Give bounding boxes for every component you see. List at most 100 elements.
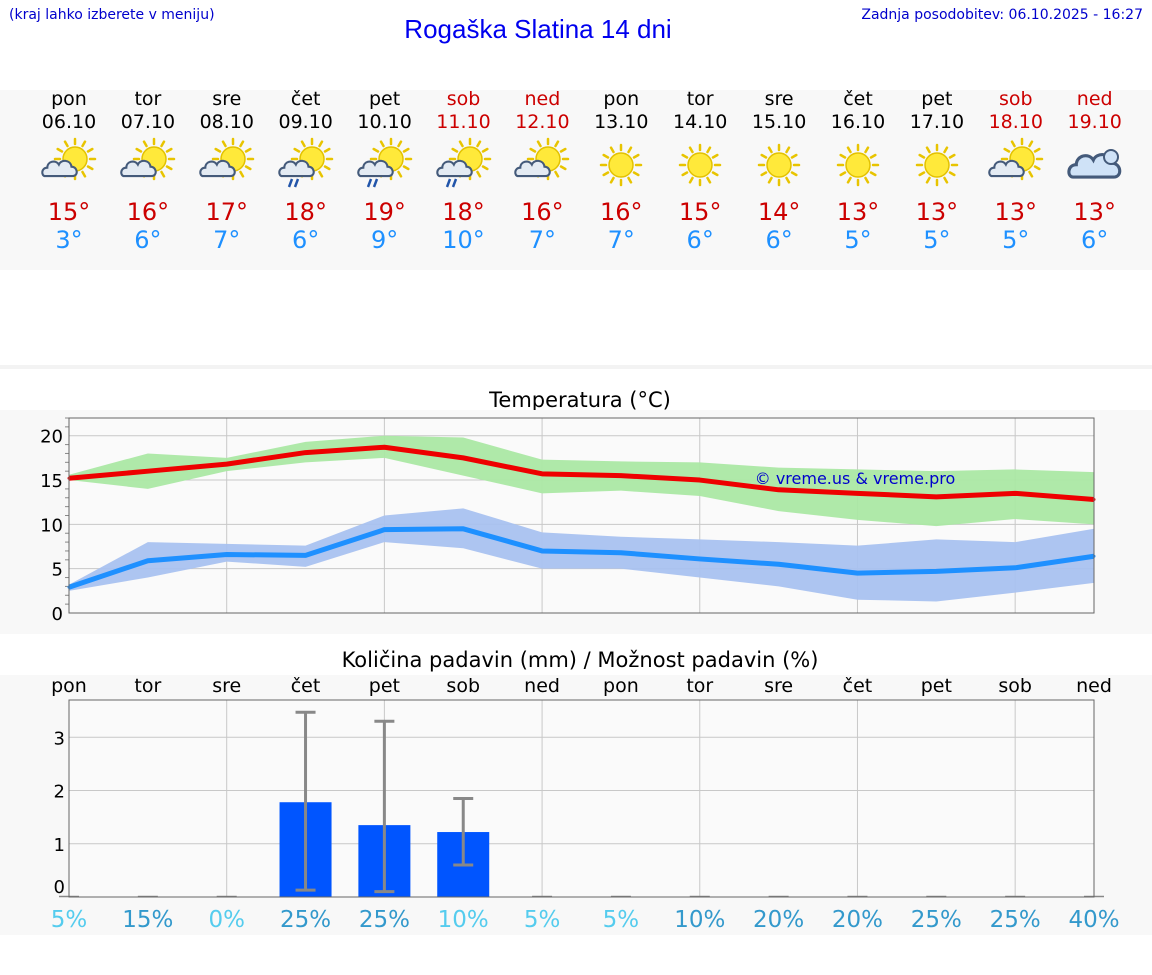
day-column: čet 16.10 13° 5° <box>818 88 898 254</box>
precip-probability: 20% <box>832 907 883 933</box>
min-temp-point <box>698 557 702 561</box>
day-column: sob 18.10 13° 5° <box>976 88 1056 254</box>
min-temp-point <box>934 569 938 573</box>
max-temp-point <box>382 445 386 449</box>
precip-chart-title: Količina padavin (mm) / Možnost padavin … <box>341 648 819 672</box>
x-day-label: ned <box>524 675 560 697</box>
partly-cloudy-icon <box>187 134 267 196</box>
max-temp-point <box>146 469 150 473</box>
last-updated: Zadnja posodobitev: 06.10.2025 - 16:27 <box>861 7 1143 23</box>
temp-max: 16° <box>126 198 170 226</box>
sun-cloud-rain-icon <box>345 134 425 196</box>
precip-probability: 10% <box>674 907 725 933</box>
min-temp-point <box>1013 566 1017 570</box>
temp-max: 19° <box>363 198 406 226</box>
y-tick-label: 2 <box>54 782 65 803</box>
day-name: ned <box>524 88 561 110</box>
temp-max: 16° <box>521 198 564 226</box>
max-temp-line <box>68 444 1095 503</box>
max-temp-point <box>304 451 308 455</box>
precipitation-chart: pon tor sre čet pet sob ned pon tor sre čet pet sob n… <box>51 675 1120 933</box>
y-tick-label: 20 <box>40 427 63 448</box>
day-date: 12.10 <box>515 111 570 133</box>
day-column: pet 10.10 19° 9° <box>345 88 425 254</box>
y-tick-label: 0 <box>54 877 65 898</box>
day-name: sre <box>212 88 242 110</box>
temp-max: 18° <box>284 198 327 226</box>
partly-cloudy-icon <box>976 134 1056 196</box>
max-temp-point <box>777 488 781 492</box>
temp-max: 17° <box>205 198 249 226</box>
temp-min: 6° <box>686 226 714 254</box>
sun-icon <box>739 134 819 196</box>
precip-probability: 15% <box>122 907 173 933</box>
day-column: sre 15.10 14° 6° <box>739 88 819 254</box>
temp-max: 13° <box>994 198 1038 226</box>
day-date: 06.10 <box>41 111 97 133</box>
day-date: 17.10 <box>909 111 965 133</box>
temp-min: 10° <box>442 226 485 254</box>
x-day-label: sob <box>446 675 480 697</box>
temp-min: 5° <box>844 226 872 254</box>
x-day-label: ned <box>1076 675 1112 697</box>
precip-probability: 0% <box>208 907 245 933</box>
x-day-label: čet <box>291 675 321 697</box>
min-temp-point <box>855 571 859 575</box>
sun-icon <box>660 134 740 196</box>
min-temp-point <box>304 553 308 557</box>
day-name: sre <box>764 88 794 110</box>
min-range-band <box>69 508 1094 602</box>
x-day-label: pet <box>921 675 952 697</box>
plot-area <box>69 700 1094 897</box>
temp-min: 5° <box>923 226 951 254</box>
precip-probability: 25% <box>359 907 410 933</box>
day-date: 16.10 <box>830 111 886 133</box>
precip-probability: 5% <box>524 907 561 933</box>
min-temp-point <box>382 528 386 532</box>
temp-min: 3° <box>55 226 83 254</box>
day-column: pet 17.10 13° 5° <box>897 88 977 254</box>
temp-max: 15° <box>47 198 91 226</box>
max-temp-point <box>540 472 544 476</box>
temp-min: 6° <box>765 226 793 254</box>
precip-probability: 25% <box>911 907 962 933</box>
precip-probability: 5% <box>51 907 88 933</box>
location-hint[interactable]: (kraj lahko izberete v meniju) <box>9 7 215 23</box>
sun-icon <box>581 134 661 196</box>
day-date: 10.10 <box>357 111 412 133</box>
y-tick-label: 0 <box>52 604 63 625</box>
sun-cloud-rain-icon <box>266 134 346 196</box>
precip-probability: 10% <box>438 907 489 933</box>
min-temp-point <box>619 551 623 555</box>
day-column: ned 19.10 13° 6° <box>1055 88 1135 254</box>
max-temp-point <box>1013 491 1017 495</box>
temp-min: 6° <box>1081 226 1109 254</box>
x-day-label: pon <box>51 675 87 697</box>
partly-cloudy-icon <box>108 134 188 196</box>
day-name: tor <box>134 88 162 110</box>
temperature-chart: 0 5 10 15 20 © vreme.us & vreme.pro <box>40 417 1096 625</box>
precip-probability: 5% <box>603 907 640 933</box>
temp-max: 15° <box>678 198 722 226</box>
temp-max: 16° <box>600 198 643 226</box>
day-name: sob <box>999 88 1033 110</box>
max-temp-point <box>619 474 623 478</box>
min-temp-point <box>461 527 465 531</box>
temp-min: 5° <box>1002 226 1030 254</box>
y-tick-label: 5 <box>52 560 63 581</box>
x-day-label: pon <box>603 675 639 697</box>
temp-chart-title: Temperatura (°C) <box>489 388 671 412</box>
day-date: 08.10 <box>199 111 254 133</box>
day-column: pon 13.10 16° 7° <box>581 88 661 254</box>
precip-probability: 25% <box>280 907 331 933</box>
temp-min: 9° <box>370 226 399 254</box>
cloudy-icon <box>1055 134 1135 196</box>
day-name: pet <box>921 88 953 110</box>
max-temp-point <box>855 491 859 495</box>
day-date: 09.10 <box>278 111 333 133</box>
day-date: 11.10 <box>436 111 491 133</box>
min-temp-point <box>225 553 229 556</box>
max-temp-point <box>461 456 465 460</box>
temp-max: 18° <box>442 198 485 226</box>
y-tick-label: 10 <box>40 515 63 536</box>
